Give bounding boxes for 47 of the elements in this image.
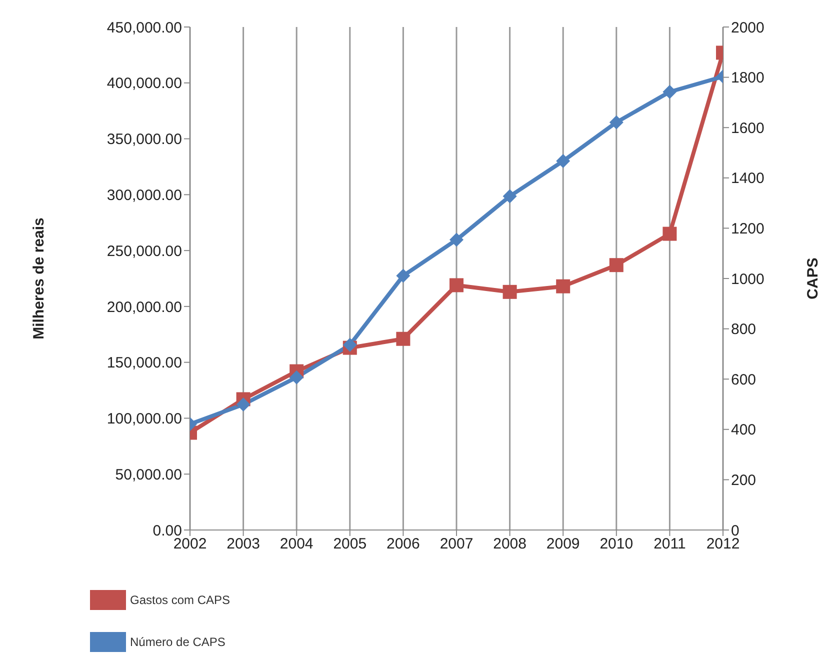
- y-tick-label: 150,000.00: [106, 354, 182, 372]
- y2-tick-label: 1800: [731, 70, 764, 87]
- point: [450, 278, 464, 292]
- y-tick-label: 250,000.00: [106, 242, 182, 260]
- x-tick-label: 2006: [386, 536, 420, 553]
- x-tick-label: 2004: [280, 536, 314, 553]
- x-tick-label: 2007: [440, 536, 474, 553]
- x-tick-label: 2010: [600, 536, 634, 553]
- y2-tick-label: 800: [731, 321, 756, 338]
- legend-label: Gastos com CAPS: [130, 593, 230, 607]
- y-tick-label: 50,000.00: [115, 466, 182, 484]
- x-tick-label: 2009: [546, 536, 580, 553]
- y-axis-title: Milheres de reais: [30, 218, 48, 340]
- point: [396, 268, 410, 283]
- y-tick-label: 100,000.00: [106, 410, 182, 428]
- y-tick-label: 400,000.00: [106, 75, 182, 92]
- y-tick-label: 350,000.00: [106, 131, 182, 148]
- point: [556, 279, 570, 294]
- x-tick-label: 2008: [493, 536, 526, 553]
- y2-tick-label: 400: [731, 422, 756, 439]
- y2-tick-label: 1600: [731, 120, 764, 137]
- y-tick-label: 300,000.00: [106, 186, 182, 204]
- y2-tick-label: 1400: [731, 170, 764, 188]
- x-tick-label: 2011: [654, 536, 686, 553]
- point: [662, 226, 677, 241]
- point: [502, 189, 517, 204]
- x-tick-label: 2005: [333, 536, 367, 553]
- y2-tick-label: 2000: [731, 19, 764, 36]
- point: [396, 332, 410, 346]
- y2-tick-label: 600: [731, 371, 756, 388]
- x-tick-label: 2003: [226, 536, 260, 553]
- y2-tick-label: 1000: [731, 270, 764, 288]
- y2-tick-label: 200: [731, 472, 756, 490]
- point: [502, 284, 517, 299]
- point: [662, 84, 677, 99]
- point: [290, 370, 304, 384]
- point: [609, 115, 624, 130]
- point: [556, 154, 570, 168]
- point: [236, 398, 250, 412]
- legend-label: Número de CAPS: [130, 635, 226, 649]
- point: [450, 232, 464, 247]
- y-tick-label: 200,000.00: [106, 298, 182, 316]
- y-tick-label: 450,000.00: [106, 19, 182, 36]
- y2-axis-title: CAPS: [804, 258, 822, 300]
- y2-tick-label: 1200: [731, 220, 764, 238]
- point: [342, 338, 357, 352]
- point: [609, 258, 624, 272]
